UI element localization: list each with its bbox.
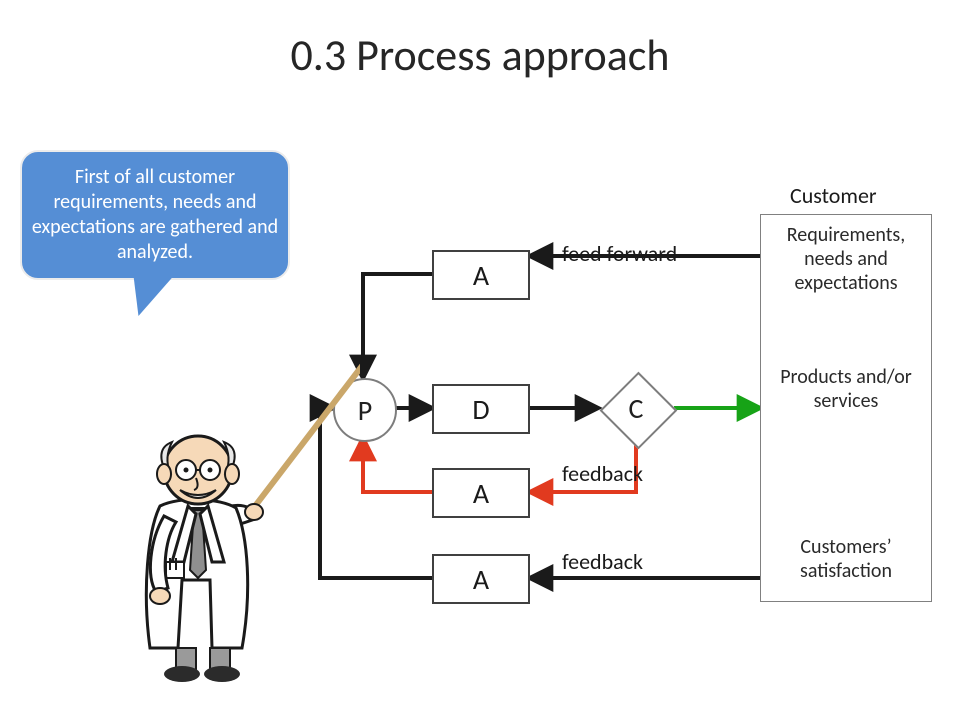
customer-requirements: Requirements, needs and expectations xyxy=(761,223,931,295)
node-check: C xyxy=(596,368,676,448)
node-act-bottom-label: A xyxy=(473,562,489,597)
diagram-stage: 0.3 Process approach First of all custom… xyxy=(0,0,960,720)
customer-satisfaction: Customers’ satisfaction xyxy=(761,535,931,583)
label-feedback-1: feedback xyxy=(562,460,643,487)
node-act-mid: A xyxy=(432,468,530,518)
node-act-top-label: A xyxy=(473,258,489,293)
label-feedback-2: feedback xyxy=(562,548,643,575)
node-do: D xyxy=(432,384,530,434)
page-title: 0.3 Process approach xyxy=(0,28,960,82)
label-feed-forward: feed forward xyxy=(562,240,677,267)
edge-A2-to-P xyxy=(363,438,432,492)
speech-bubble: First of all customer requirements, need… xyxy=(20,150,290,280)
customer-box: Requirements, needs and expectations Pro… xyxy=(760,214,932,602)
speech-bubble-tail xyxy=(126,276,173,316)
professor-icon xyxy=(60,330,360,690)
customer-heading: Customer xyxy=(790,182,877,209)
node-act-mid-label: A xyxy=(473,476,489,511)
customer-products: Products and/or services xyxy=(761,365,931,413)
node-act-bottom: A xyxy=(432,554,530,604)
node-act-top: A xyxy=(432,250,530,300)
node-do-label: D xyxy=(472,392,489,427)
node-check-label: C xyxy=(629,391,644,426)
edge-A1-to-P xyxy=(363,274,432,378)
